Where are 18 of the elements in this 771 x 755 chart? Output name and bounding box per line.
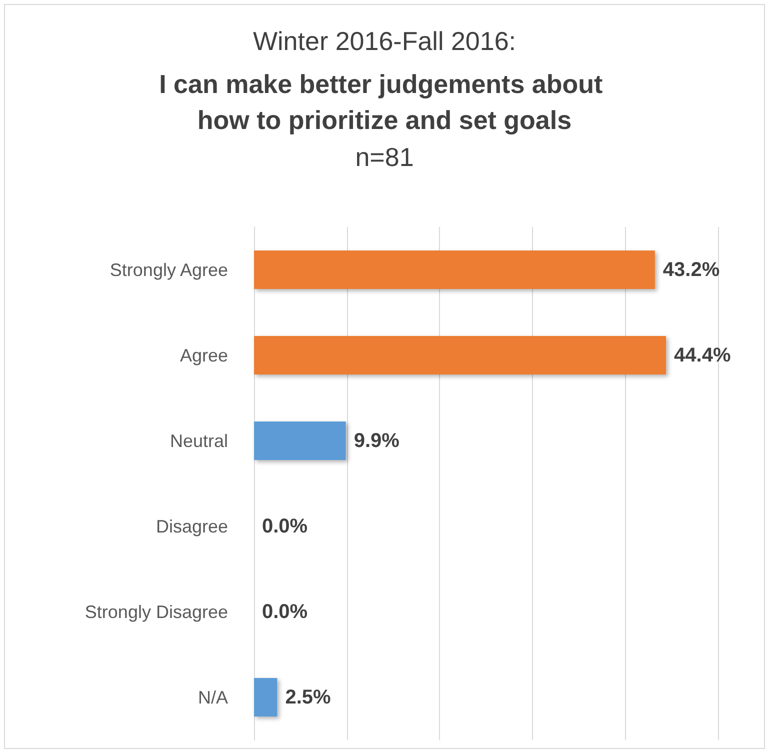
text: n=81 bbox=[355, 142, 414, 172]
data-label: 44.4% bbox=[674, 344, 731, 366]
data-label: 2.5% bbox=[285, 686, 332, 708]
bar bbox=[254, 336, 666, 374]
bar bbox=[254, 250, 655, 289]
y-tick-label: Strongly Agree bbox=[110, 260, 228, 280]
bar bbox=[254, 422, 346, 460]
chart-subtitle: Winter 2016-Fall 2016: bbox=[252, 26, 516, 56]
y-tick-label: Strongly Disagree bbox=[84, 602, 228, 622]
data-label: 9.9% bbox=[354, 430, 400, 452]
y-tick-label: Agree bbox=[180, 345, 228, 366]
y-tick-label: Neutral bbox=[170, 430, 228, 451]
y-tick-label: Disagree bbox=[156, 516, 228, 536]
y-tick-label: N/A bbox=[198, 687, 228, 708]
data-label: 43.2% bbox=[662, 258, 720, 281]
bar bbox=[254, 678, 278, 716]
data-label: 0.0% bbox=[262, 600, 308, 623]
data-label: 0.0% bbox=[262, 515, 308, 538]
